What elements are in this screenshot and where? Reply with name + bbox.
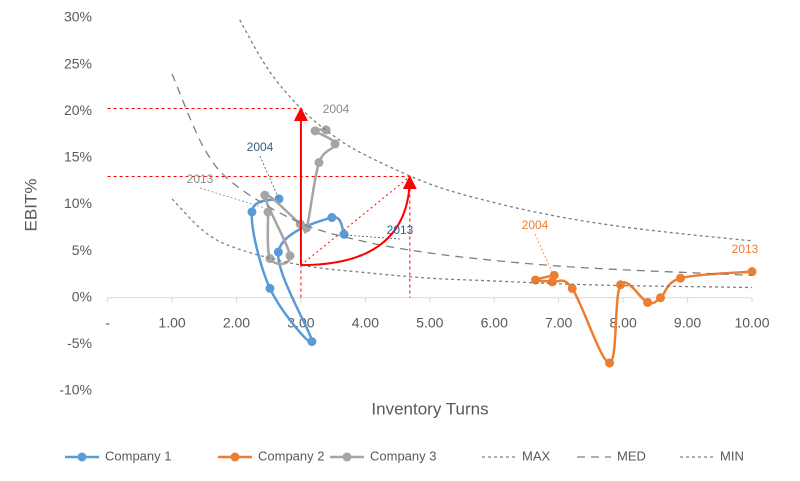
- annotation: 2004: [522, 218, 549, 232]
- data-point: [616, 280, 626, 290]
- annotation: 2004: [247, 140, 274, 154]
- x-tick-label: 9.00: [674, 315, 701, 331]
- y-tick-label: 25%: [64, 55, 92, 71]
- data-point: [747, 267, 757, 277]
- annotation-leader: [534, 233, 555, 277]
- x-tick-label: 8.00: [609, 315, 636, 331]
- x-tick-label: -: [105, 315, 110, 331]
- legend-marker: [342, 452, 352, 462]
- y-tick-label: 15%: [64, 149, 92, 165]
- annotation-leader: [343, 234, 401, 240]
- data-point: [310, 126, 320, 136]
- data-point: [285, 251, 295, 261]
- data-point: [263, 207, 273, 217]
- data-point: [330, 139, 340, 149]
- legend-label: Company 1: [105, 448, 171, 463]
- annotation: 2013: [187, 172, 214, 186]
- reference-line: [300, 176, 411, 266]
- legend-marker: [230, 452, 240, 462]
- data-point: [314, 158, 324, 168]
- x-tick-label: 5.00: [416, 315, 443, 331]
- data-point: [273, 247, 283, 257]
- series-line: [171, 198, 753, 289]
- data-point: [339, 229, 349, 239]
- x-axis-title: Inventory Turns: [371, 399, 488, 418]
- data-point: [327, 213, 337, 223]
- data-point: [265, 254, 275, 264]
- annotation-leader: [199, 187, 266, 209]
- data-point: [265, 283, 275, 293]
- series-line: [239, 19, 753, 242]
- x-tick-label: 1.00: [158, 315, 185, 331]
- y-tick-label: 5%: [72, 242, 92, 258]
- x-tick-label: 7.00: [545, 315, 572, 331]
- data-point: [247, 207, 257, 217]
- arrow: [300, 175, 417, 267]
- legend-label: MED: [617, 448, 646, 463]
- legend-marker: [77, 452, 87, 462]
- x-tick-label: 10.00: [734, 315, 769, 331]
- legend-label: MAX: [522, 448, 551, 463]
- y-tick-label: 20%: [64, 102, 92, 118]
- y-tick-label: -5%: [67, 335, 92, 351]
- data-point: [675, 273, 685, 283]
- y-tick-label: 0%: [72, 288, 92, 304]
- data-point: [260, 190, 270, 200]
- data-point: [643, 297, 653, 307]
- y-axis-title: EBIT%: [21, 179, 40, 232]
- series-line: [534, 270, 753, 365]
- x-tick-label: 6.00: [481, 315, 508, 331]
- annotation: 2013: [387, 223, 414, 237]
- legend-label: Company 2: [258, 448, 324, 463]
- legend-label: MIN: [720, 448, 744, 463]
- data-point: [655, 293, 665, 303]
- annotation: 2013: [732, 242, 759, 256]
- series-line: [171, 73, 753, 277]
- data-point: [605, 358, 615, 368]
- y-tick-label: 30%: [64, 9, 92, 25]
- annotation: 2004: [323, 102, 350, 116]
- data-point: [307, 337, 317, 347]
- y-tick-label: -10%: [59, 382, 92, 398]
- data-point: [547, 277, 557, 287]
- legend-label: Company 3: [370, 448, 436, 463]
- x-tick-label: 4.00: [352, 315, 379, 331]
- y-tick-label: 10%: [64, 195, 92, 211]
- x-tick-label: 2.00: [223, 315, 250, 331]
- data-point: [567, 283, 577, 293]
